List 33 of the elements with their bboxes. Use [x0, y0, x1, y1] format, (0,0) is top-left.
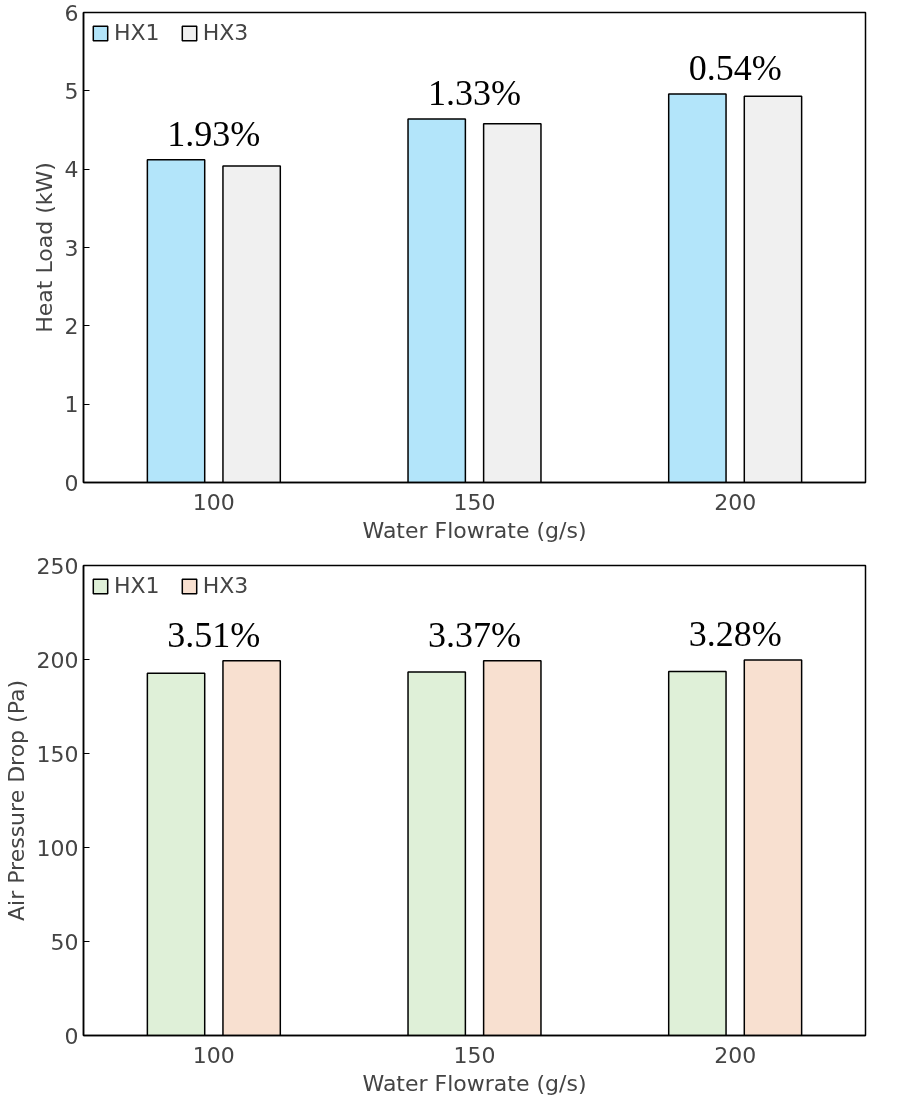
legend-label: HX3 [202, 20, 249, 45]
x-tick-label: 200 [714, 1042, 757, 1068]
annotation: 3.28% [688, 614, 782, 655]
legend-label: HX3 [202, 573, 249, 598]
annotation: 3.51% [167, 614, 261, 655]
y-tick-label: 150 [36, 741, 79, 767]
y-tick-label: 0 [64, 1023, 79, 1049]
y-axis-title: Air Pressure Drop (Pa) [3, 680, 29, 921]
annotation: 3.37% [428, 614, 522, 655]
y-tick-label: 6 [64, 0, 79, 26]
y-tick-label: 200 [36, 647, 79, 673]
x-axis-title: Water Flowrate (g/s) [362, 1070, 587, 1096]
y-tick-label: 5 [64, 78, 79, 104]
annotation: 1.33% [428, 73, 522, 114]
annotation: 1.93% [167, 113, 261, 154]
x-tick-label: 100 [192, 1042, 235, 1068]
x-tick-label: 200 [714, 489, 757, 515]
y-tick-label: 50 [50, 929, 79, 955]
legend-label: HX1 [114, 573, 160, 598]
y-axis-title: Heat Load (kW) [31, 162, 57, 333]
x-tick-label: 100 [192, 489, 235, 515]
x-tick-label: 150 [453, 489, 496, 515]
y-tick-label: 100 [36, 835, 79, 861]
x-tick-label: 150 [453, 1042, 496, 1068]
y-tick-label: 1 [64, 392, 79, 418]
legend-label: HX1 [114, 20, 160, 45]
y-tick-label: 250 [36, 553, 79, 579]
y-tick-label: 4 [64, 157, 79, 183]
y-tick-label: 0 [64, 470, 79, 496]
y-tick-label: 2 [64, 313, 79, 339]
annotation: 0.54% [688, 47, 782, 88]
x-axis-title: Water Flowrate (g/s) [362, 517, 587, 543]
y-tick-label: 3 [64, 235, 79, 261]
